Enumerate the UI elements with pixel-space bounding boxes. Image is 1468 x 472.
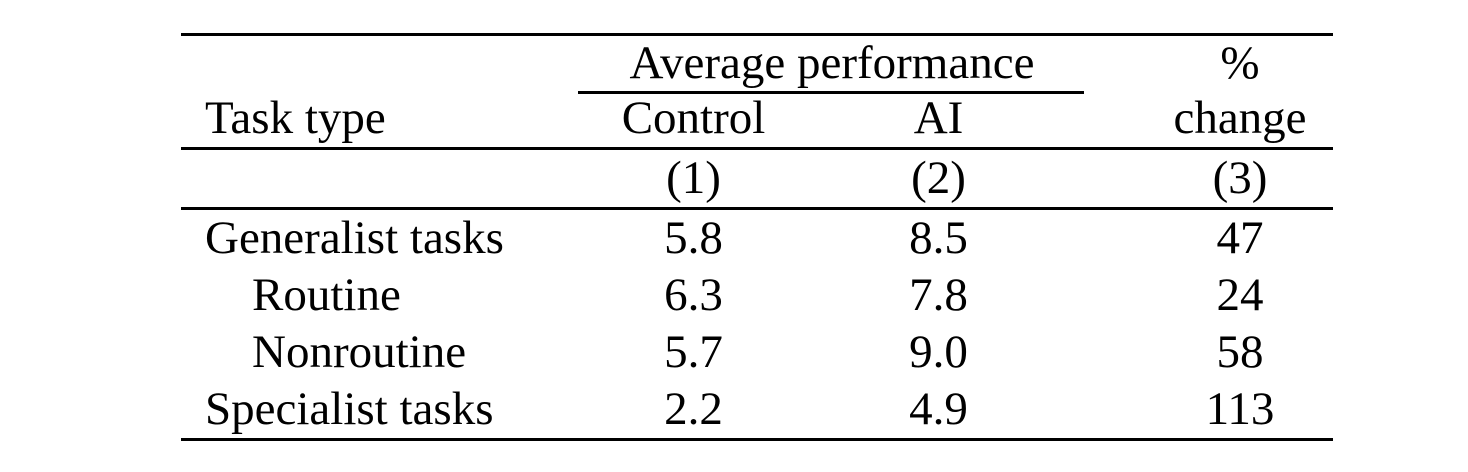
- task-type-header: Task type: [205, 92, 386, 145]
- percent-change-value: 47: [1216, 211, 1264, 264]
- control-value: 6.3: [664, 268, 723, 321]
- control-value: 2.2: [664, 382, 723, 435]
- control-value: 5.8: [664, 211, 723, 264]
- control-value: 5.7: [664, 325, 723, 378]
- percent-change-value: 58: [1216, 325, 1264, 378]
- row-label: Specialist tasks: [205, 382, 494, 435]
- percent-header-symbol: %: [1220, 36, 1260, 89]
- ai-value: 7.8: [909, 268, 968, 321]
- column-number-3: (3): [1212, 151, 1268, 204]
- control-column-header: Control: [621, 92, 766, 145]
- ai-value: 9.0: [909, 325, 968, 378]
- ai-value: 8.5: [909, 211, 968, 264]
- performance-table: Average performance % Task type Control …: [181, 33, 1333, 441]
- column-header-row: Task type Control AI change: [181, 91, 1333, 150]
- row-label: Generalist tasks: [205, 211, 504, 264]
- row-label: Nonroutine: [252, 325, 467, 378]
- percent-change-value: 24: [1216, 268, 1264, 321]
- column-number-2: (2): [911, 151, 966, 204]
- row-label: Routine: [252, 268, 401, 321]
- percent-change-value: 113: [1205, 382, 1275, 435]
- percent-header-word: change: [1173, 92, 1307, 145]
- table-row-routine: Routine 6.3 7.8 24: [181, 267, 1333, 324]
- ai-column-header: AI: [913, 92, 964, 145]
- ai-value: 4.9: [909, 382, 968, 435]
- table-row-specialist-tasks: Specialist tasks 2.2 4.9 113: [181, 381, 1333, 438]
- group-header-row: Average performance %: [181, 36, 1333, 91]
- average-performance-spanner-rule: [578, 91, 1084, 94]
- table-row-nonroutine: Nonroutine 5.7 9.0 58: [181, 324, 1333, 381]
- column-number-row: (1) (2) (3): [181, 150, 1333, 210]
- table-row-generalist-tasks: Generalist tasks 5.8 8.5 47: [181, 210, 1333, 267]
- column-number-1: (1): [666, 151, 721, 204]
- column-group-header: Average performance: [629, 36, 1035, 89]
